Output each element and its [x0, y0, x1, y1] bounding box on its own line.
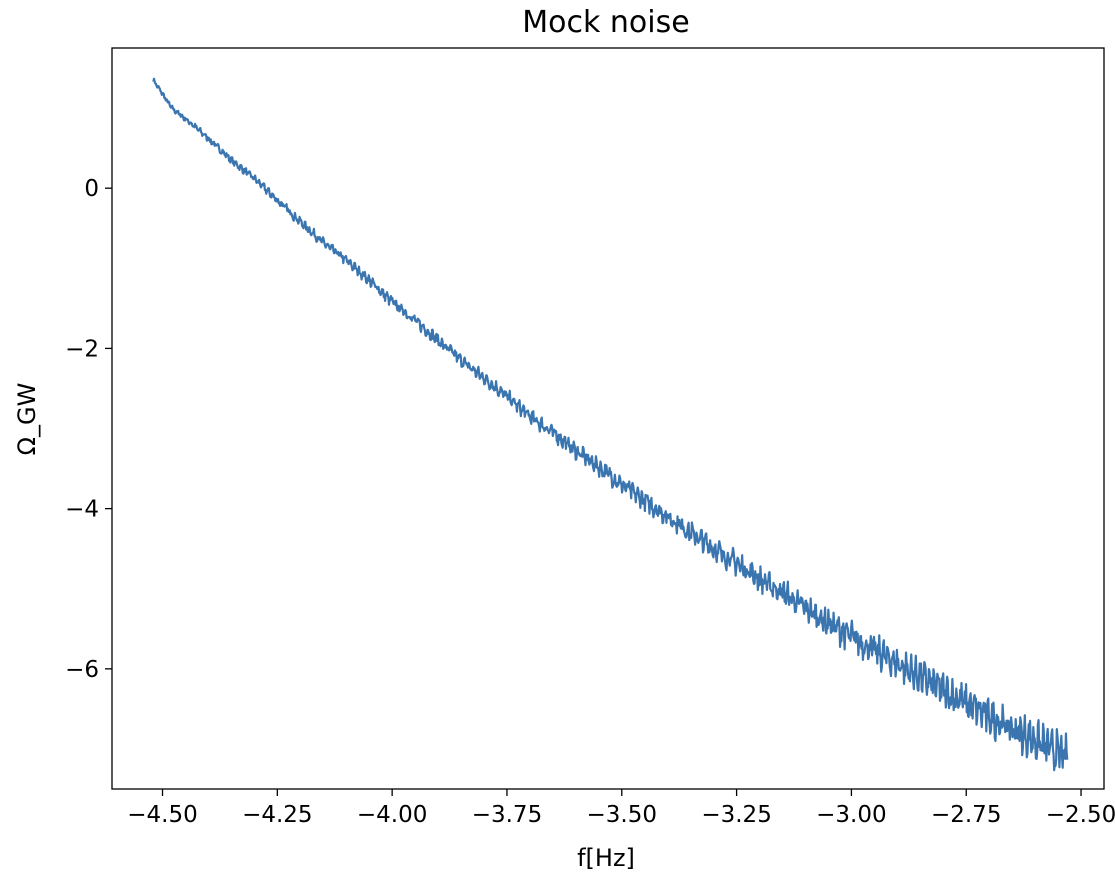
- plot-area-frame: [111, 47, 1105, 790]
- chart-title: Mock noise: [522, 5, 689, 40]
- y-tick-label: −6: [65, 657, 99, 683]
- x-tick-label: −3.25: [701, 802, 771, 828]
- x-tick-label: −4.25: [242, 802, 312, 828]
- series-line: [152, 77, 1069, 772]
- x-tick-label: −3.50: [587, 802, 657, 828]
- x-tick-label: −3.75: [472, 802, 542, 828]
- data-layer: [152, 77, 1069, 772]
- y-tick-label: 0: [84, 176, 99, 202]
- y-axis-label: Ω_GW: [13, 383, 41, 456]
- x-tick-label: −4.00: [357, 802, 427, 828]
- y-tick-label: −2: [65, 336, 99, 362]
- x-axis-ticks: −4.50 −4.25 −4.00 −3.75 −3.50 −3.25 −3.00 −2.75…: [127, 789, 1115, 828]
- x-tick-label: −4.50: [127, 802, 197, 828]
- x-tick-label: −2.75: [931, 802, 1001, 828]
- x-tick-label: −2.50: [1046, 802, 1115, 828]
- x-tick-label: −3.00: [816, 802, 886, 828]
- x-axis-label: f[Hz]: [577, 844, 635, 872]
- y-axis-ticks: 0 −2 −4 −6: [65, 176, 112, 683]
- y-tick-label: −4: [65, 497, 99, 523]
